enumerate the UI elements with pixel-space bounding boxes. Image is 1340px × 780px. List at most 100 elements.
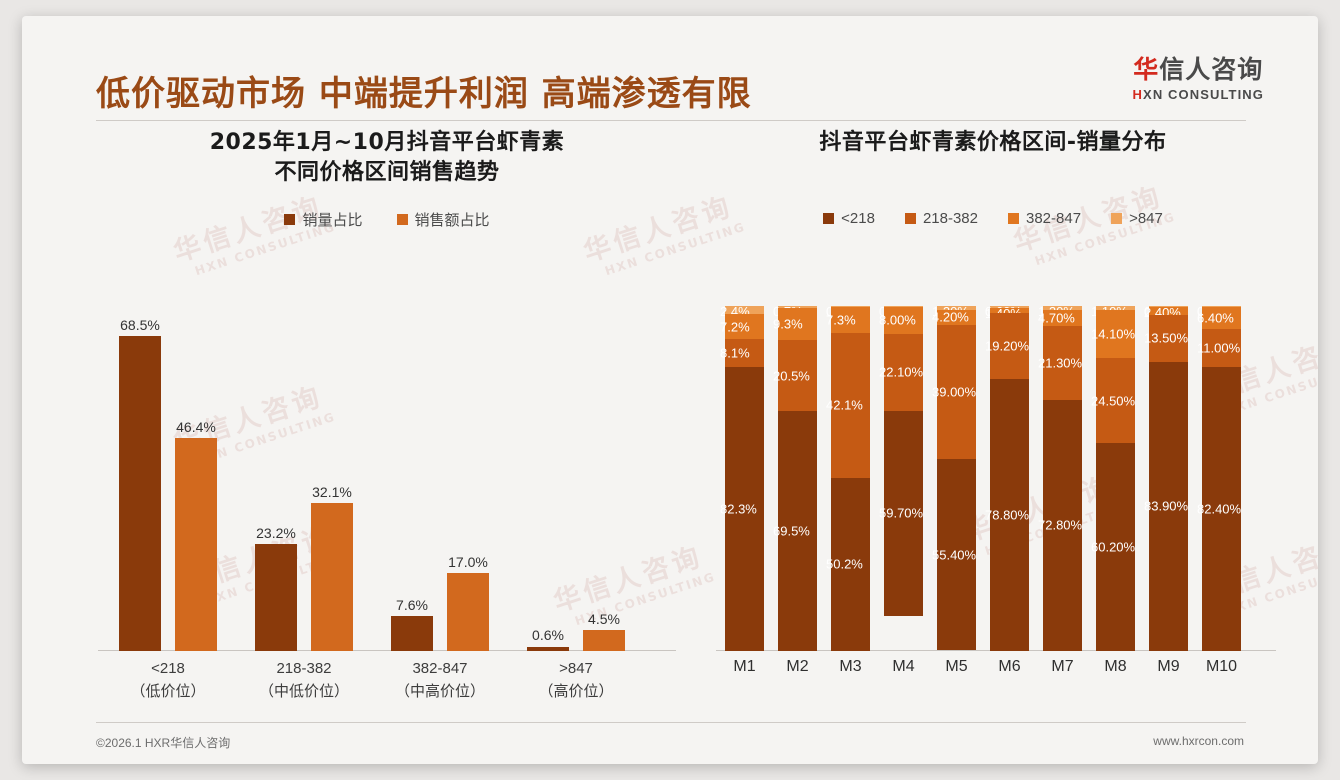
logo-en-rest: XN CONSULTING: [1143, 86, 1264, 102]
right-chart-title: 抖音平台虾青素价格区间-销量分布: [698, 128, 1288, 158]
bar-rect: [311, 503, 353, 651]
stacked-bar[interactable]: 0.20%6.40%11.00%82.40%: [1197, 304, 1241, 651]
stacked-bar[interactable]: 1.20%4.70%21.30%72.80%: [1038, 304, 1082, 651]
left-chart-title: 2025年1月~10月抖音平台虾青素 不同价格区间销售趋势: [82, 128, 692, 187]
x-axis-label-1: 218-382 （中低价位）: [258, 660, 349, 700]
x-axis-label-m2: M2: [786, 658, 809, 675]
x-axis-label-2: 382-847 （中高价位）: [394, 660, 485, 700]
stack-segment-label: 9.3%: [773, 316, 803, 332]
bar-value-0[interactable]: 46.4%: [175, 306, 217, 651]
bar-group-2: 7.6% 17.0% 382-847 （中高价位）: [374, 306, 506, 700]
stacked-bar-group: 0.4%7.3%42.1%50.2% M3: [824, 304, 877, 675]
stacked-bar[interactable]: 2.4% 7.2% 8.1% 82.3%: [720, 304, 764, 651]
bar-rect: [119, 336, 161, 651]
stack-segment-label: 7.3%: [826, 312, 856, 328]
stack-segment: 7.3%: [826, 307, 870, 333]
bar-value-2[interactable]: 17.0%: [447, 306, 489, 651]
bar-value-label: 7.6%: [396, 597, 428, 613]
stack-segment: 11.00%: [1197, 328, 1241, 367]
stacked-bar-group: 1.20%4.20%39.00%55.40% M5: [930, 304, 983, 675]
x-axis-label-m4: M4: [892, 658, 915, 675]
stack-segment-label: 4.70%: [1038, 310, 1075, 326]
bar-volume-2[interactable]: 7.6%: [391, 306, 433, 651]
stacked-bar-group: 0.20%6.40%11.00%82.40%M10: [1195, 304, 1248, 675]
stacked-bar[interactable]: 0.60%1.40%19.20%78.80%: [985, 304, 1029, 651]
stack-segment-label: 55.40%: [932, 547, 977, 563]
logo-en-accent: H: [1132, 86, 1144, 102]
bar-value-label: 46.4%: [176, 419, 216, 435]
legend-item-tier-3[interactable]: 382-847: [1008, 210, 1081, 227]
stack-segment-label: 59.70%: [879, 505, 924, 521]
stacked-bar[interactable]: 0.20%8.00%22.10%59.70%: [879, 304, 923, 651]
x-axis-label-m9: M9: [1157, 658, 1180, 675]
stack-segment: 60.20%: [1091, 442, 1135, 651]
stacked-bar-group: 0.20%8.00%22.10%59.70%M4: [877, 304, 930, 675]
stack-segment-label: 21.30%: [1038, 355, 1083, 371]
stack-segment-label: 22.10%: [879, 364, 924, 380]
stacked-bar-group: 1.10%14.10%24.50%60.20% M8: [1089, 304, 1142, 675]
stack-segment: 9.3%: [773, 308, 817, 341]
legend-item-tier-1[interactable]: <218: [823, 210, 875, 227]
x-axis-label-m5: M5: [945, 658, 968, 675]
bar-value-1[interactable]: 32.1%: [311, 306, 353, 651]
stacked-bar[interactable]: 0.20%2.40%13.50%83.90%: [1144, 304, 1188, 651]
legend-swatch-tier2: [904, 212, 916, 224]
stacked-bar[interactable]: 0.7%9.3%20.5%69.5%: [773, 304, 817, 651]
bar-value-label: 4.5%: [588, 611, 620, 627]
x-axis-label-m8: M8: [1104, 658, 1127, 675]
stacked-bar[interactable]: 0.4%7.3%42.1%50.2%: [826, 304, 870, 651]
legend-label-tier4: >847: [1129, 209, 1163, 227]
legend-item-tier-4[interactable]: >847: [1111, 210, 1163, 227]
legend-item-sales-volume[interactable]: 销量占比: [284, 209, 363, 230]
bar-value-label: 0.6%: [532, 627, 564, 643]
bar-value-3[interactable]: 4.5%: [583, 306, 625, 651]
stack-segment: 6.40%: [1197, 306, 1241, 329]
bar-volume-3[interactable]: 0.6%: [527, 306, 569, 651]
bar-rect: [583, 630, 625, 651]
stack-segment: 19.20%: [985, 312, 1029, 380]
bar-volume-1[interactable]: 23.2%: [255, 306, 297, 651]
stack-segment: 50.2%: [826, 477, 870, 651]
stack-segment-label: 20.5%: [773, 368, 810, 384]
x-axis-label-0: <218 （低价位）: [130, 660, 206, 700]
stack-segment: 8.00%: [879, 306, 923, 335]
left-chart-panel: 2025年1月~10月抖音平台虾青素 不同价格区间销售趋势 销量占比 销售额占比…: [82, 128, 692, 700]
legend-label-series1: 销量占比: [302, 212, 363, 230]
stack-segment: 82.3%: [720, 367, 764, 651]
left-chart-x-axis: [98, 650, 676, 651]
stack-segment: 20.5%: [773, 340, 817, 412]
stack-segment: 13.50%: [1144, 314, 1188, 362]
stacked-bar-group: 0.7%9.3%20.5%69.5%M2: [771, 304, 824, 675]
stacked-bar[interactable]: 1.10%14.10%24.50%60.20%: [1091, 304, 1135, 651]
stack-segment: 4.20%: [932, 310, 976, 325]
legend-item-sales-value[interactable]: 销售额占比: [396, 209, 490, 230]
stack-segment-label: 50.2%: [826, 556, 863, 572]
page-title: 低价驱动市场 中端提升利润 高端渗透有限: [96, 74, 752, 114]
stack-segment-label: 82.40%: [1197, 501, 1242, 517]
slide-canvas: 华信人咨询 HXN CONSULTING 华信人咨询 HXN CONSULTING …: [22, 16, 1318, 764]
right-chart-panel: 抖音平台虾青素价格区间-销量分布 <218 218-382 382-847 >8…: [698, 128, 1288, 698]
stack-segment-label: 4.20%: [932, 309, 969, 325]
stack-segment-label: 82.3%: [720, 501, 757, 517]
company-logo: 华信人咨询 HXN CONSULTING: [1133, 56, 1264, 102]
bar-volume-0[interactable]: 68.5%: [119, 306, 161, 651]
stack-segment-label: 14.10%: [1091, 326, 1136, 342]
x-axis-label-m3: M3: [839, 658, 862, 675]
stacked-bar-group: 1.20%4.70%21.30%72.80%M7: [1036, 304, 1089, 675]
stack-segment-label: 69.5%: [773, 523, 810, 539]
stack-segment: 59.70%: [879, 410, 923, 617]
legend-label-series2: 销售额占比: [414, 212, 490, 230]
stack-segment-label: 19.20%: [985, 338, 1030, 354]
legend-swatch-tier1: [823, 212, 835, 224]
legend-item-tier-2[interactable]: 218-382: [904, 210, 978, 227]
legend-label-tier3: 382-847: [1026, 209, 1082, 227]
x-axis-label-m7: M7: [1051, 658, 1074, 675]
right-chart-plot-area: 2.4%7.2%8.1%82.3%M10.7%9.3%20.5%69.5%M20…: [716, 304, 1276, 675]
bar-value-label: 23.2%: [256, 525, 296, 541]
bar-rect: [447, 573, 489, 651]
stack-segment: 55.40%: [932, 459, 976, 651]
stacked-bar[interactable]: 1.20%4.20%39.00%55.40%: [932, 304, 976, 651]
x-axis-label-3: >847 （高价位）: [538, 660, 614, 700]
legend-swatch-tier4: [1111, 212, 1123, 224]
bar-rect: [527, 647, 569, 651]
